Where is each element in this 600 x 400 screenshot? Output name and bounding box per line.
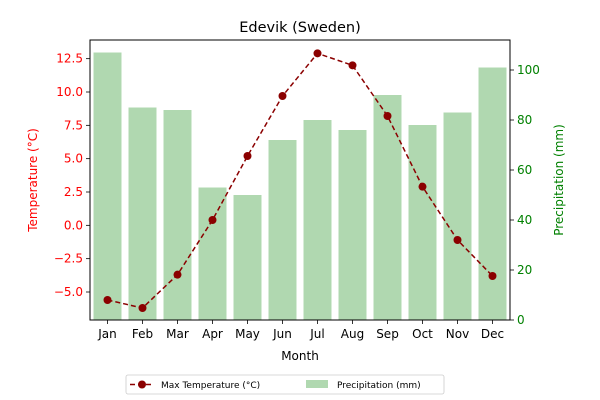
bar-oct (408, 125, 437, 320)
temperature-point-jul (313, 49, 322, 58)
x-tick-label: Jan (97, 327, 117, 341)
legend: Max Temperature (°C) Precipitation (mm) (125, 374, 445, 395)
x-tick-label: Oct (412, 327, 433, 341)
x-tick-label: Feb (132, 327, 153, 341)
temperature-series-line (107, 52, 494, 309)
temperature-point-jun (278, 92, 287, 100)
y-right-tick-label: 20 (517, 263, 532, 277)
y-left-tick-label: 0.0 (64, 218, 83, 232)
legend-label-precipitation: Precipitation (mm) (337, 381, 421, 391)
x-tick-label: Nov (446, 327, 469, 341)
x-tick-label: Aug (341, 327, 364, 341)
bar-mar (163, 110, 192, 320)
bar-nov (443, 112, 472, 320)
y-left-tick-label: 7.5 (64, 118, 83, 132)
temperature-point-feb (138, 304, 147, 312)
temperature-point-dec (488, 272, 497, 280)
legend-bar-icon (306, 380, 328, 388)
x-tick-label: Mar (166, 327, 189, 341)
temperature-point-nov (453, 236, 462, 244)
chart-title: Edevik (Sweden) (239, 20, 361, 36)
bar-jul (303, 120, 332, 320)
temperature-point-apr (208, 216, 217, 224)
temperature-point-jan (103, 296, 112, 304)
temperature-point-sep (383, 112, 392, 120)
precipitation-bars (93, 52, 507, 320)
y-left-tick-label: −2.5 (54, 252, 83, 266)
x-tick-label: Jun (272, 327, 292, 341)
y-left-tick-label: 2.5 (64, 185, 83, 199)
y-right-tick-label: 60 (517, 163, 532, 177)
x-tick-label: Sep (376, 327, 399, 341)
x-tick-label: May (235, 327, 260, 341)
temperature-line (103, 49, 497, 312)
x-tick-label: Jul (309, 327, 324, 341)
bar-dec (478, 67, 507, 320)
temperature-point-mar (173, 270, 182, 279)
bar-may (233, 195, 262, 320)
bar-aug (338, 130, 367, 320)
x-axis-label: Month (281, 349, 319, 363)
y-right-tick-label: 0 (517, 313, 525, 327)
bar-sep (373, 95, 402, 320)
x-axis: Jan Feb Mar Apr May Jun Jul Aug Sep Oct Nov Dec (97, 320, 504, 341)
y-axis-left-label: Temperature (°C) (26, 128, 40, 233)
legend-label-temperature: Max Temperature (°C) (161, 381, 260, 391)
bar-jun (268, 140, 297, 320)
bar-apr (198, 187, 227, 320)
plot-frame (89, 39, 511, 321)
x-tick-label: Apr (202, 327, 223, 341)
temperature-point-oct (418, 182, 427, 191)
y-axis-left: −5.0 −2.5 0.0 2.5 5.0 7.5 10.0 12.5 (54, 52, 90, 299)
bar-feb (128, 107, 157, 320)
y-left-tick-label: 5.0 (64, 152, 83, 166)
y-right-tick-label: 100 (517, 63, 540, 77)
y-left-tick-label: 12.5 (56, 52, 83, 66)
y-axis-right: 0 20 40 60 80 100 (510, 63, 540, 327)
temperature-point-may (243, 152, 252, 160)
bar-jan (93, 52, 122, 320)
legend-frame (125, 374, 445, 395)
y-right-tick-label: 80 (517, 113, 532, 127)
x-tick-label: Dec (481, 327, 504, 341)
y-left-tick-label: 10.0 (56, 85, 83, 99)
y-right-tick-label: 40 (517, 213, 532, 227)
y-axis-right-label: Precipitation (mm) (552, 124, 566, 236)
temperature-point-aug (348, 61, 357, 70)
y-left-tick-label: −5.0 (54, 285, 83, 299)
legend-marker-icon (138, 380, 146, 389)
